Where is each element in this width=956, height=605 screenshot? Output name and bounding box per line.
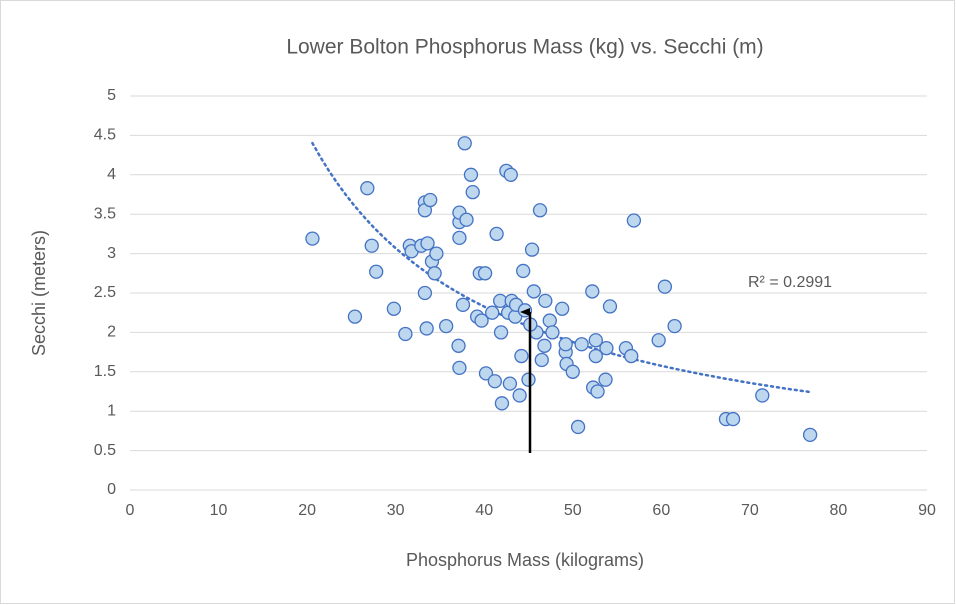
scatter-point — [360, 181, 375, 196]
scatter-point — [524, 242, 540, 257]
scatter-point — [657, 279, 673, 294]
scatter-point — [725, 411, 741, 427]
scatter-point — [542, 313, 557, 328]
x-tick-label: 30 — [387, 502, 405, 519]
scatter-point — [585, 284, 600, 299]
y-tick-label: 3 — [107, 245, 116, 262]
x-tick-label: 0 — [126, 502, 135, 519]
scatter-point — [514, 348, 529, 364]
scatter-point — [493, 325, 509, 340]
scatter-point — [590, 384, 605, 399]
scatter-point — [398, 326, 413, 342]
plot-area: 00.511.522.533.544.550 10 20 30 40 50 60 70 80 90 — [94, 87, 936, 519]
scatter-point — [598, 372, 613, 387]
scatter-point — [438, 318, 454, 334]
scatter-point — [478, 366, 494, 381]
scatter-point — [463, 167, 479, 182]
scatter-point — [364, 238, 379, 253]
scatter-point — [570, 419, 586, 435]
x-tick-label: 90 — [918, 502, 936, 519]
scatter-point — [588, 348, 603, 364]
scatter-point — [802, 427, 818, 442]
scatter-point — [452, 360, 467, 376]
y-tick-label: 5 — [107, 87, 116, 104]
scatter-point — [602, 299, 618, 314]
scatter-point — [599, 341, 614, 356]
scatter-point — [485, 305, 500, 320]
scatter-point — [369, 264, 384, 279]
x-tick-label: 70 — [741, 502, 759, 519]
scatter-point — [347, 309, 363, 324]
scatter-point — [386, 301, 402, 316]
scatter-point — [537, 338, 552, 353]
scatter-point — [555, 301, 570, 316]
chart-title: Lower Bolton Phosphorus Mass (kg) vs. Se… — [286, 36, 763, 59]
x-tick-label: 80 — [830, 502, 848, 519]
y-tick-label: 4 — [107, 166, 116, 183]
r-squared-label: R² = 0.2991 — [748, 274, 832, 291]
scatter-point — [494, 396, 510, 411]
scatter-point — [452, 230, 467, 245]
x-tick-label: 20 — [298, 502, 316, 519]
x-tick-label: 40 — [475, 502, 493, 519]
scatter-point — [459, 212, 474, 227]
y-tick-label: 0.5 — [94, 442, 116, 459]
scatter-point — [503, 167, 518, 182]
scatter-point — [474, 313, 489, 328]
scatter-point — [574, 337, 589, 352]
scatter-point — [545, 325, 560, 340]
x-axis-label: Phosphorus Mass (kilograms) — [406, 550, 644, 570]
scatter-point — [516, 263, 531, 279]
scatter-point — [526, 284, 541, 299]
scatter-point — [538, 293, 553, 309]
scatter-point — [487, 374, 502, 389]
scatter-point — [651, 333, 666, 348]
scatter-point — [626, 213, 642, 228]
scatter-point — [457, 136, 472, 151]
scatter-point — [558, 337, 573, 352]
scatter-point — [565, 364, 580, 379]
x-tick-label: 60 — [652, 502, 670, 519]
scatter-point — [417, 285, 433, 301]
scatter-point — [477, 266, 493, 281]
y-axis-label: Secchi (meters) — [29, 230, 49, 356]
y-tick-label: 1 — [107, 402, 116, 419]
trendline — [311, 141, 812, 394]
scatter-point — [502, 376, 518, 391]
x-tick-label: 50 — [564, 502, 582, 519]
x-tick-label: 10 — [210, 502, 228, 519]
y-tick-label: 4.5 — [94, 127, 116, 144]
scatter-point — [521, 372, 536, 387]
y-tick-label: 0 — [107, 481, 116, 498]
y-tick-label: 2.5 — [94, 284, 116, 301]
scatter-point — [534, 352, 549, 368]
scatter-point — [429, 246, 444, 261]
y-tick-label: 2 — [107, 324, 116, 341]
scatter-point — [423, 192, 438, 208]
scatter-point — [532, 203, 548, 218]
scatter-point — [588, 333, 603, 348]
scatter-point — [755, 388, 770, 403]
y-tick-label: 1.5 — [94, 363, 116, 380]
scatter-point — [419, 321, 434, 336]
scatter-point — [420, 236, 435, 251]
scatter-point — [667, 318, 682, 334]
scatter-point — [455, 297, 471, 312]
scatter-point — [451, 338, 466, 353]
scatter-point — [427, 266, 442, 281]
y-tick-label: 3.5 — [94, 205, 116, 222]
scatter-point — [489, 226, 504, 242]
scatter-point — [624, 348, 639, 364]
scatter-point — [305, 231, 320, 246]
scatter-point — [465, 184, 480, 200]
scatter-point — [512, 388, 527, 403]
